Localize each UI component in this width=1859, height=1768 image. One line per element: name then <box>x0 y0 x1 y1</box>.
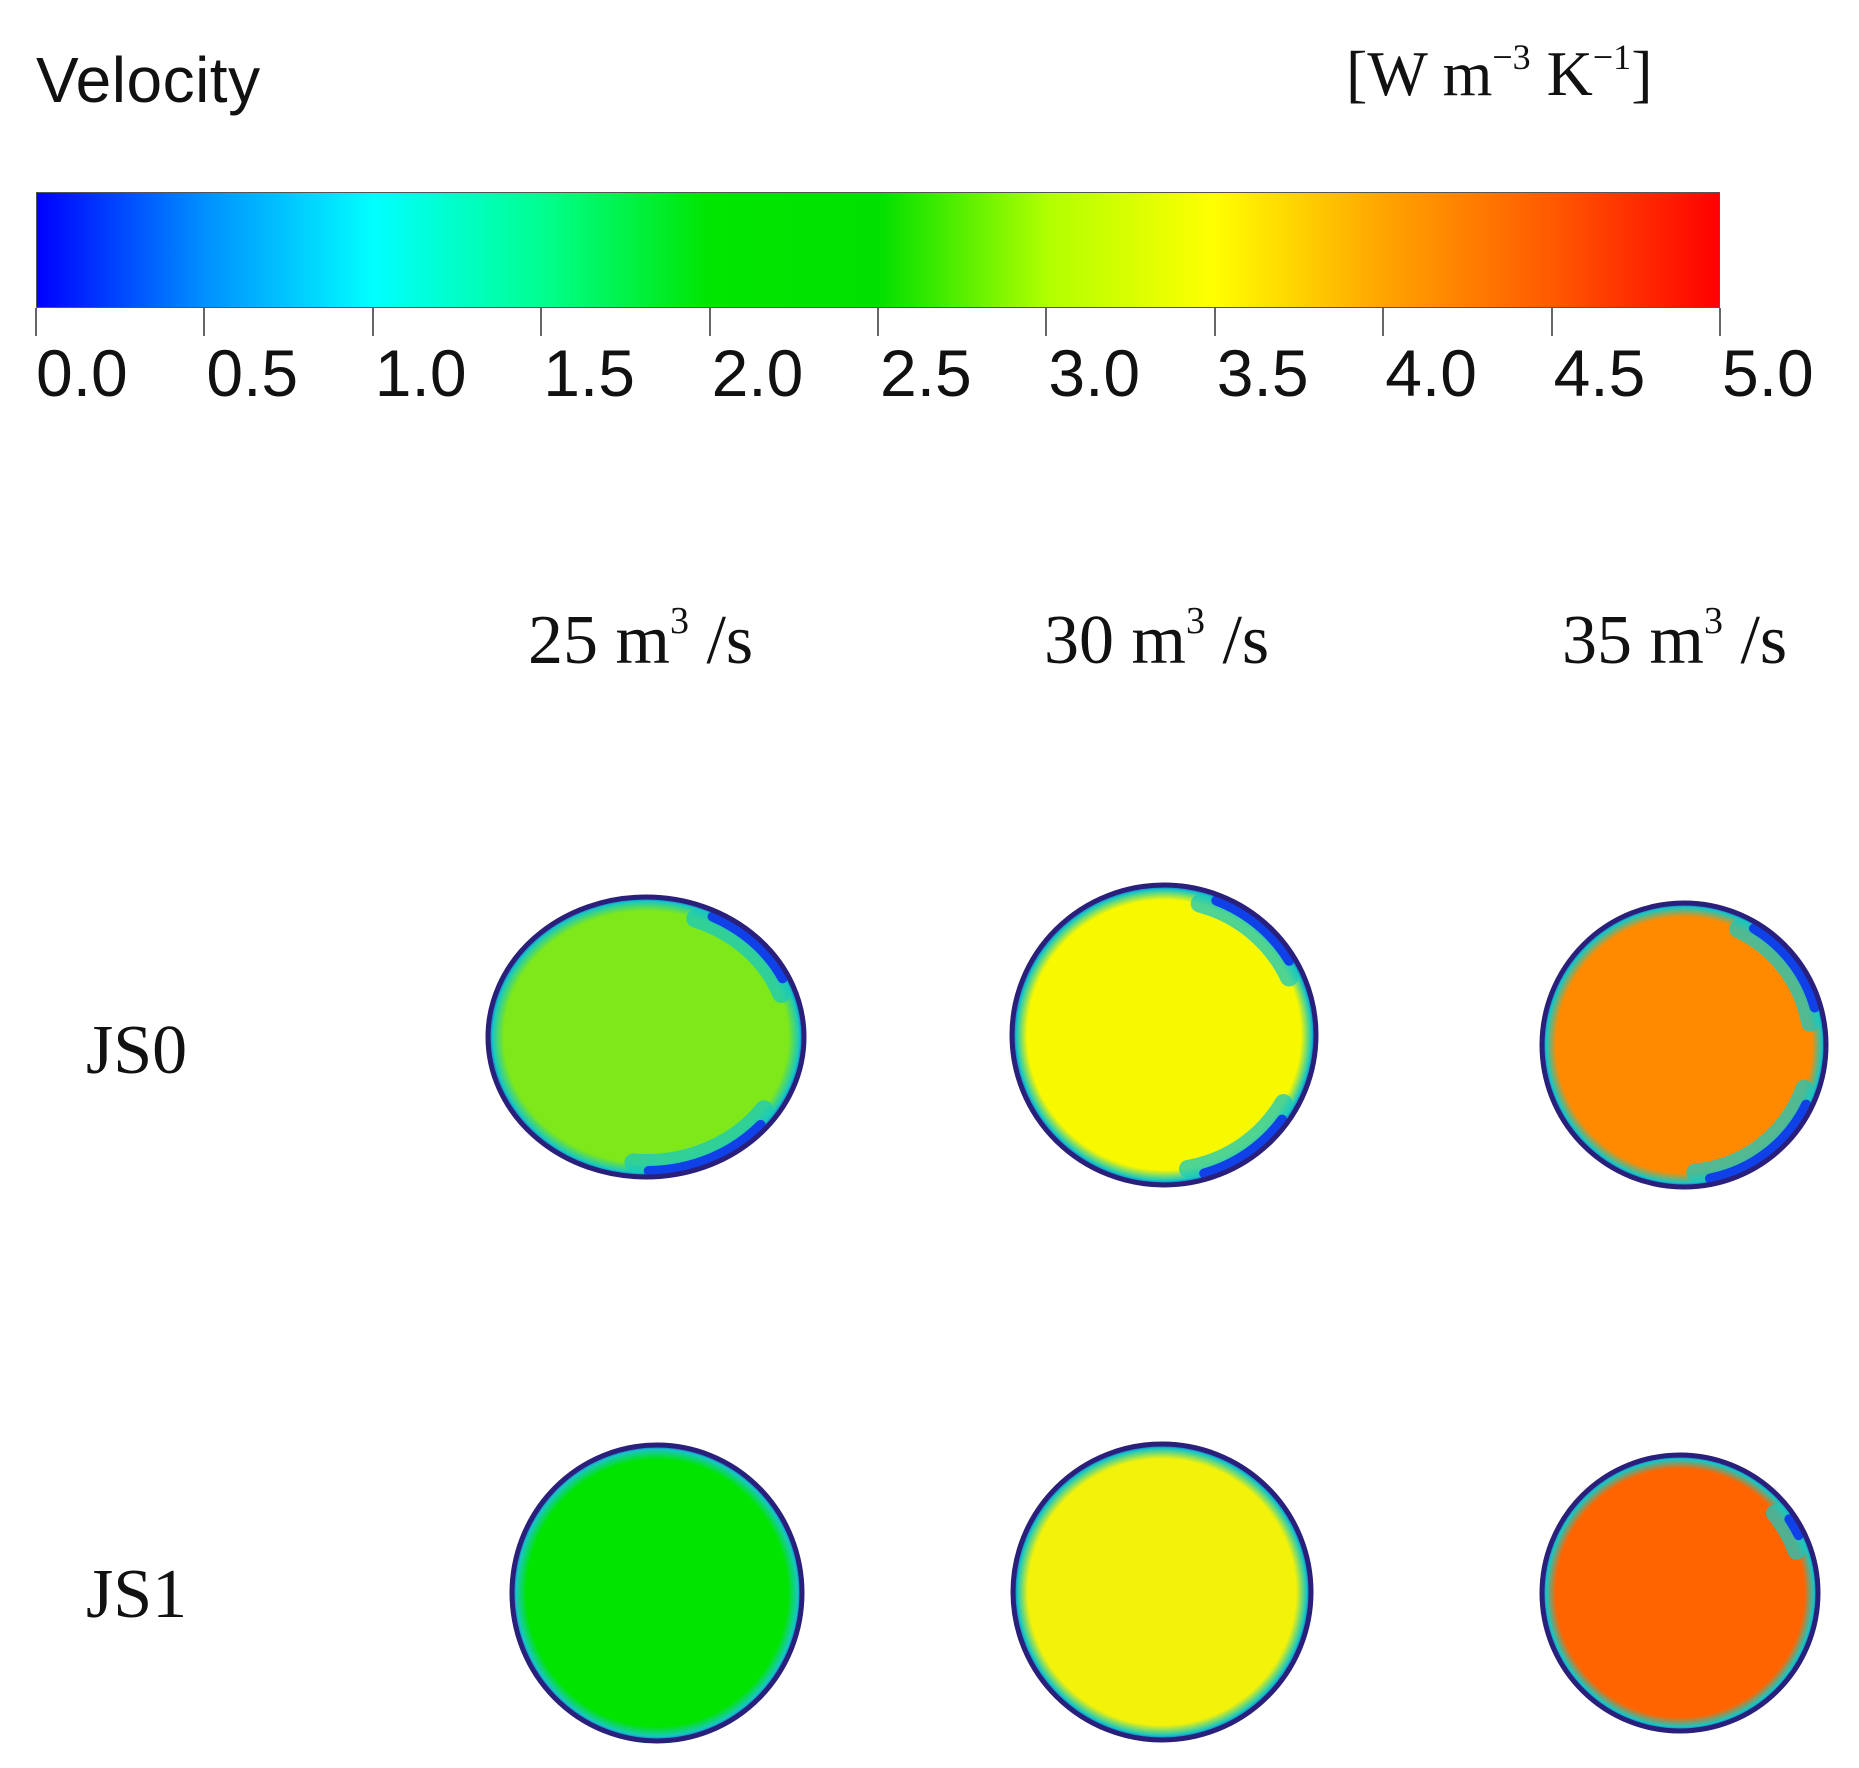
pipe-wall-ring <box>1539 900 1829 1190</box>
colorbar-tick-mark <box>708 308 711 336</box>
legend-unit: [W m−3 K−1] <box>1346 39 1653 106</box>
boundary-layer-patch <box>1686 1079 1814 1182</box>
boundary-layer-patch <box>1190 894 1299 987</box>
colorbar <box>36 192 1720 308</box>
contour-plot-js1-30 <box>1010 1441 1314 1743</box>
legend-unit-prefix: [W m <box>1346 38 1493 109</box>
colorbar-tick-mark <box>371 308 374 336</box>
pipe-wall-ring <box>485 894 807 1180</box>
contour-plot-js0-30 <box>1009 882 1319 1188</box>
legend-unit-exp2: −1 <box>1592 37 1632 77</box>
contour-plot-js0-25 <box>485 894 807 1180</box>
colorbar-tick-mark <box>203 308 206 336</box>
colorbar-tick-mark <box>540 308 543 336</box>
legend-unit-suffix: ] <box>1631 38 1653 109</box>
boundary-layer-core <box>1705 1099 1812 1184</box>
colorbar-tick-label: 1.0 <box>374 336 467 410</box>
column-header-35: 35 m3 /s <box>1562 602 1787 676</box>
colorbar-tick-mark <box>1213 308 1216 336</box>
boundary-layer-patch <box>624 1100 773 1172</box>
colorbar-tick-mark <box>1550 308 1553 336</box>
colorbar-tick-mark <box>1382 308 1385 336</box>
row-label-js1: JS1 <box>86 1556 188 1633</box>
colorbar-tick-label: 3.0 <box>1048 336 1141 410</box>
contour-disc <box>1542 903 1826 1187</box>
legend-unit-exp1: −3 <box>1492 37 1531 77</box>
boundary-layer-core <box>1784 1514 1804 1541</box>
pipe-wall-ring <box>1539 1452 1821 1734</box>
colorbar-tick-label: 4.0 <box>1385 336 1477 410</box>
colorbar-tick-label: 4.5 <box>1553 336 1646 410</box>
column-header-25: 25 m3 /s <box>528 602 753 676</box>
boundary-layer-core <box>1749 923 1820 1013</box>
column-header-25-suffix: /s <box>688 602 754 679</box>
column-header-35-value: 35 m <box>1562 602 1704 679</box>
contour-plot-js1-35 <box>1539 1452 1821 1734</box>
boundary-layer-patch <box>1179 1094 1293 1178</box>
colorbar-tick-mark <box>35 308 37 336</box>
column-header-25-exp: 3 <box>669 600 689 642</box>
column-header-30-exp: 3 <box>1185 600 1205 642</box>
column-header-25-value: 25 m <box>528 602 670 679</box>
boundary-layer-patch <box>686 909 791 1003</box>
pipe-wall-ring <box>1009 882 1319 1188</box>
contour-plot-js1-25 <box>509 1442 805 1744</box>
boundary-layer-core <box>1211 895 1295 966</box>
contour-plot-js0-35 <box>1539 900 1829 1190</box>
colorbar-tick-label: 2.5 <box>880 336 972 410</box>
colorbar-tick-mark <box>1719 308 1721 336</box>
colorbar-tick-label: 5.0 <box>1722 336 1814 410</box>
column-header-35-suffix: /s <box>1722 602 1788 679</box>
contour-disc <box>1542 1455 1818 1731</box>
contour-disc <box>512 1445 802 1741</box>
colorbar-tick-label: 3.5 <box>1216 336 1309 410</box>
colorbar-tick-mark <box>1045 308 1048 336</box>
contour-disc <box>1013 1444 1311 1740</box>
pipe-wall-ring <box>509 1442 805 1744</box>
contour-disc <box>488 897 804 1177</box>
colorbar-tick-mark <box>877 308 879 336</box>
contour-disc <box>1012 885 1316 1185</box>
legend-title: Velocity <box>36 44 261 116</box>
column-header-30: 30 m3 /s <box>1044 602 1269 676</box>
colorbar-tick-label: 2.0 <box>711 336 804 410</box>
colorbar-tick-label: 1.5 <box>543 336 635 410</box>
legend-unit-mid: K <box>1530 38 1593 109</box>
row-label-js0: JS0 <box>86 1012 188 1089</box>
boundary-layer-patch <box>1766 1504 1806 1560</box>
colorbar-tick-label: 0.0 <box>36 336 128 410</box>
colorbar-tick-label: 0.5 <box>206 336 299 410</box>
pipe-wall-ring <box>1010 1441 1314 1743</box>
column-header-35-exp: 3 <box>1703 600 1723 642</box>
boundary-layer-core <box>643 1119 766 1176</box>
boundary-layer-core <box>707 911 788 984</box>
boundary-layer-patch <box>1729 920 1820 1032</box>
column-header-30-value: 30 m <box>1044 602 1186 679</box>
column-header-30-suffix: /s <box>1204 602 1270 679</box>
boundary-layer-core <box>1199 1114 1288 1179</box>
